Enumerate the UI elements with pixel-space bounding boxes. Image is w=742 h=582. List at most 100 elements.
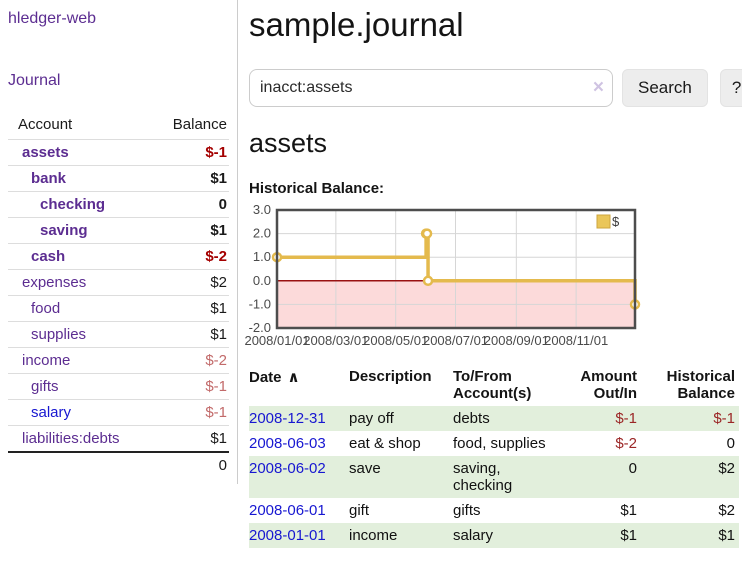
account-balance: $1 xyxy=(210,430,227,447)
accounts-total-balance: 0 xyxy=(218,457,227,474)
account-row: income $-2 xyxy=(8,347,229,374)
register-header-row: Date ∧ Description To/From Account(s) Amo… xyxy=(249,366,739,406)
transaction-description: pay off xyxy=(349,410,394,427)
hledger-web-page: hledger-web Journal Account Balance asse… xyxy=(0,0,742,548)
account-link-assets[interactable]: assets xyxy=(22,144,69,161)
accounts-header-balance: Balance xyxy=(172,116,227,133)
register-header-date-label: Date xyxy=(249,369,282,386)
main-content: sample.journal × Search ? assets Histori… xyxy=(238,0,742,548)
transaction-description: eat & shop xyxy=(349,435,421,452)
account-link-expenses[interactable]: expenses xyxy=(22,274,87,291)
account-row: supplies $1 xyxy=(8,321,229,348)
transaction-amount: $1 xyxy=(620,527,637,544)
help-button[interactable]: ? xyxy=(719,69,742,107)
account-balance: $1 xyxy=(210,326,227,343)
register-header-balance: Historical Balance xyxy=(666,368,735,402)
account-balance: $1 xyxy=(210,170,227,187)
account-balance: $1 xyxy=(210,222,227,239)
account-balance: $-1 xyxy=(205,404,227,421)
transaction-balance: $1 xyxy=(718,527,735,544)
account-row: salary $-1 xyxy=(8,399,229,426)
svg-text:2008/11/01: 2008/11/01 xyxy=(544,333,608,348)
page-title: sample.journal xyxy=(249,6,464,43)
app-brand-link[interactable]: hledger-web xyxy=(8,10,97,27)
account-balance: 0 xyxy=(218,196,227,213)
account-balance: $2 xyxy=(210,274,227,291)
account-row: food $1 xyxy=(8,295,229,322)
nav-journal-link[interactable]: Journal xyxy=(8,72,61,89)
transaction-balance: 0 xyxy=(726,435,735,452)
account-link-bank[interactable]: bank xyxy=(31,170,67,187)
svg-text:3.0: 3.0 xyxy=(253,202,271,217)
chart-title: Historical Balance: xyxy=(249,180,385,197)
transaction-accounts: debts xyxy=(453,410,490,427)
transaction-date-link[interactable]: 2008-06-03 xyxy=(249,435,326,452)
account-link-gifts[interactable]: gifts xyxy=(31,378,59,395)
svg-text:2.0: 2.0 xyxy=(253,226,271,241)
transaction-balance: $2 xyxy=(718,502,735,519)
accounts-total-row: 0 xyxy=(8,452,229,478)
account-balance: $-2 xyxy=(205,248,227,265)
account-row: expenses $2 xyxy=(8,269,229,296)
search-input[interactable] xyxy=(249,69,613,107)
svg-text:-1.0: -1.0 xyxy=(249,296,271,311)
historical-balance-chart: $3.0 2.0 1.0 0.0 -1.0 -2.02008/01/012008/03/0… xyxy=(244,202,641,348)
transaction-amount: $1 xyxy=(620,502,637,519)
search-box: × xyxy=(249,69,613,107)
register-row: 2008-06-01 gift gifts $1 $2 xyxy=(249,498,739,523)
account-row: liabilities:debts $1 xyxy=(8,425,229,453)
transaction-description: gift xyxy=(349,502,370,519)
register-row: 2008-06-02 save saving, checking 0 $2 xyxy=(249,456,739,498)
account-link-salary[interactable]: salary xyxy=(31,404,72,421)
sidebar: hledger-web Journal Account Balance asse… xyxy=(0,0,238,484)
register-header-description: Description xyxy=(349,368,432,385)
svg-text:0.0: 0.0 xyxy=(253,273,271,288)
transaction-accounts: salary xyxy=(453,527,494,544)
svg-text:2008/07/01: 2008/07/01 xyxy=(423,333,488,348)
account-link-saving[interactable]: saving xyxy=(40,222,88,239)
account-link-supplies[interactable]: supplies xyxy=(31,326,87,343)
svg-text:1.0: 1.0 xyxy=(253,249,271,264)
search-button[interactable]: Search xyxy=(622,69,708,107)
svg-text:2008/05/01: 2008/05/01 xyxy=(363,333,428,348)
svg-text:2008/09/01: 2008/09/01 xyxy=(484,333,549,348)
transaction-description: income xyxy=(349,527,398,544)
clear-search-icon[interactable]: × xyxy=(592,77,604,99)
register-header-accounts: To/From Account(s) xyxy=(453,368,532,402)
transaction-description: save xyxy=(349,460,381,477)
account-link-checking[interactable]: checking xyxy=(40,196,106,213)
transaction-amount: $-2 xyxy=(615,435,637,452)
account-row: checking 0 xyxy=(8,191,229,218)
register-table: Date ∧ Description To/From Account(s) Amo… xyxy=(249,366,739,548)
register-header-date[interactable]: Date ∧ xyxy=(249,366,349,406)
register-header-amount: Amount Out/In xyxy=(580,368,637,402)
account-balance: $1 xyxy=(210,300,227,317)
svg-text:2008/01/01: 2008/01/01 xyxy=(244,333,309,348)
accounts-header-account: Account xyxy=(18,116,73,133)
transaction-date-link[interactable]: 2008-01-01 xyxy=(249,527,326,544)
account-balance: $-2 xyxy=(205,352,227,369)
transaction-amount: $-1 xyxy=(615,410,637,427)
transaction-date-link[interactable]: 2008-06-01 xyxy=(249,502,326,519)
account-row: assets $-1 xyxy=(8,139,229,166)
account-row: gifts $-1 xyxy=(8,373,229,400)
transaction-accounts: saving, checking xyxy=(453,460,513,494)
register-row: 2008-01-01 income salary $1 $1 xyxy=(249,523,739,548)
account-link-food[interactable]: food xyxy=(31,300,61,317)
transaction-date-link[interactable]: 2008-12-31 xyxy=(249,410,326,427)
sort-ascending-icon: ∧ xyxy=(287,369,300,386)
svg-text:-2.0: -2.0 xyxy=(249,320,271,335)
account-link-income[interactable]: income xyxy=(22,352,71,369)
transaction-date-link[interactable]: 2008-06-02 xyxy=(249,460,326,477)
svg-text:2008/03/01: 2008/03/01 xyxy=(303,333,368,348)
search-bar: × Search ? xyxy=(249,69,742,107)
account-balance: $-1 xyxy=(205,144,227,161)
register-row: 2008-06-03 eat & shop food, supplies $-2… xyxy=(249,431,739,456)
transaction-accounts: gifts xyxy=(453,502,481,519)
account-link-liabilities-debts[interactable]: liabilities:debts xyxy=(22,430,120,447)
account-balance: $-1 xyxy=(205,378,227,395)
transaction-balance: $2 xyxy=(718,460,735,477)
transaction-amount: 0 xyxy=(628,460,637,477)
accounts-table: Account Balance assets $-1 bank $1 check… xyxy=(8,112,229,478)
account-link-cash[interactable]: cash xyxy=(31,248,66,265)
